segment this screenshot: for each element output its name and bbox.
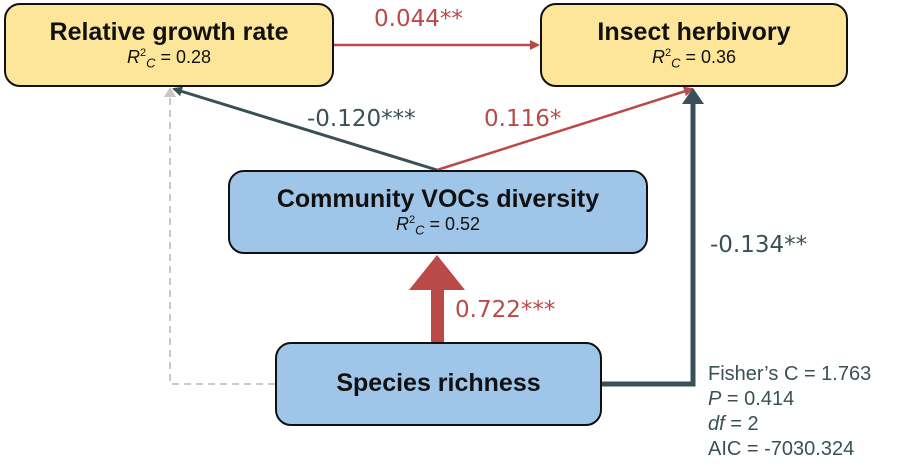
arrow-sr-to-vocs-head: [409, 255, 465, 290]
coef-rgr-to-ih: 0.044**: [374, 6, 463, 32]
coef-sr-to-ih: -0.134**: [710, 232, 808, 258]
node-title: Relative growth rate: [49, 18, 289, 47]
node-title: Community VOCs diversity: [276, 185, 600, 214]
node-species-richness: Species richness: [275, 342, 602, 426]
arrow-vocs-to-rgr: [172, 86, 438, 172]
node-insect-herbivory: Insect herbivory R2C = 0.36: [540, 3, 848, 87]
coef-vocs-to-ih: 0.116*: [484, 106, 562, 132]
node-title: Insect herbivory: [597, 18, 791, 47]
node-community-vocs-diversity: Community VOCs diversity R2C = 0.52: [228, 170, 648, 254]
arrow-sr-to-vocs-shaft: [431, 285, 444, 343]
arrow-sr-to-ih: [602, 100, 696, 387]
node-relative-growth-rate: Relative growth rate R2C = 0.28: [4, 3, 334, 87]
arrow-vocs-to-ih: [436, 86, 694, 172]
coef-sr-to-vocs: 0.722***: [455, 297, 556, 323]
degrees-of-freedom: df = 2: [708, 413, 759, 435]
p-value: P = 0.414: [708, 388, 795, 410]
r2-label: R2C = 0.52: [395, 213, 481, 238]
fisher-c: Fisher’s C = 1.763: [708, 363, 872, 385]
arrow-sr-to-rgr-head: [164, 87, 176, 97]
node-title: Species richness: [336, 369, 541, 398]
aic: AIC = -7030.324: [708, 438, 855, 460]
r2-label: R2C = 0.36: [651, 46, 737, 71]
model-fit-stats: Fisher’s C = 1.763 P = 0.414 df = 2 AIC …: [708, 362, 871, 462]
arrow-sr-to-ih-head: [682, 88, 704, 104]
coef-vocs-to-rgr: -0.120***: [307, 106, 416, 132]
r2-label: R2C = 0.28: [126, 46, 212, 71]
